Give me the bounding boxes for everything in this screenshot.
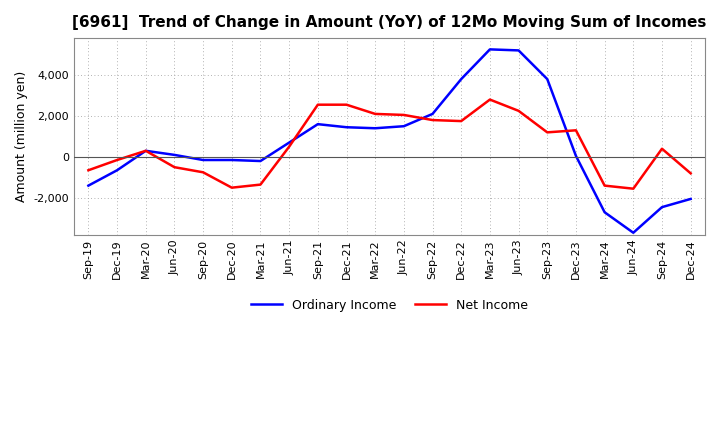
Ordinary Income [170,152,179,158]
Ordinary Income [313,121,322,127]
Net Income [342,102,351,107]
Title: [6961]  Trend of Change in Amount (YoY) of 12Mo Moving Sum of Incomes: [6961] Trend of Change in Amount (YoY) o… [72,15,707,30]
Net Income [256,182,265,187]
Ordinary Income [400,124,408,129]
Ordinary Income [342,125,351,130]
Net Income [199,170,207,175]
Ordinary Income [371,125,379,131]
Net Income [400,112,408,117]
Line: Ordinary Income: Ordinary Income [89,49,690,233]
Net Income [141,148,150,154]
Ordinary Income [228,158,236,163]
Net Income [371,111,379,117]
Net Income [228,185,236,191]
Ordinary Income [657,205,666,210]
Ordinary Income [457,77,466,82]
Ordinary Income [285,140,294,145]
Net Income [457,118,466,124]
Net Income [543,130,552,135]
Ordinary Income [141,148,150,154]
Net Income [485,97,494,102]
Net Income [170,165,179,170]
Ordinary Income [113,168,122,173]
Ordinary Income [428,111,437,117]
Ordinary Income [485,47,494,52]
Net Income [572,128,580,133]
Net Income [629,186,638,191]
Ordinary Income [256,158,265,164]
Ordinary Income [572,153,580,158]
Net Income [428,117,437,123]
Ordinary Income [686,196,695,202]
Ordinary Income [543,77,552,82]
Net Income [686,171,695,176]
Ordinary Income [629,230,638,235]
Line: Net Income: Net Income [89,99,690,189]
Net Income [84,168,93,173]
Net Income [600,183,609,188]
Net Income [514,108,523,114]
Net Income [313,102,322,107]
Ordinary Income [600,209,609,215]
Legend: Ordinary Income, Net Income: Ordinary Income, Net Income [246,294,534,317]
Ordinary Income [84,183,93,188]
Net Income [657,146,666,151]
Y-axis label: Amount (million yen): Amount (million yen) [15,71,28,202]
Net Income [285,144,294,149]
Ordinary Income [199,158,207,163]
Ordinary Income [514,48,523,53]
Net Income [113,158,122,163]
